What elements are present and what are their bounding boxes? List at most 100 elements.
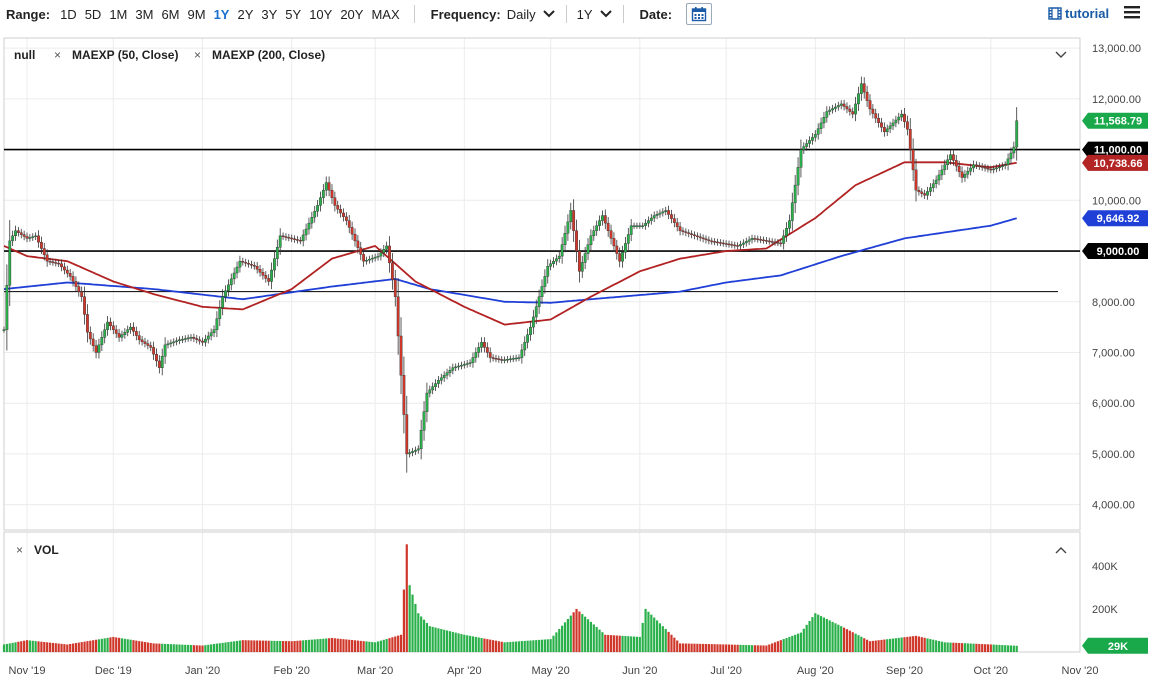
range-option-1d[interactable]: 1D xyxy=(60,6,77,22)
volume-bar xyxy=(178,644,181,652)
volume-bar xyxy=(684,643,687,652)
volume-bar xyxy=(742,644,745,652)
tutorial-link[interactable]: tutorial xyxy=(1048,6,1109,21)
volume-bar xyxy=(37,641,40,652)
candle-body xyxy=(874,113,878,119)
candle-body xyxy=(790,202,794,221)
candle-body xyxy=(411,451,414,453)
candle-body xyxy=(808,140,811,144)
candle-body xyxy=(503,359,506,361)
collapse-price-panel[interactable] xyxy=(1055,51,1067,58)
candle-body xyxy=(552,260,555,264)
time-tick-label: Dec '19 xyxy=(95,665,132,677)
candle-body xyxy=(949,154,952,160)
candle-body xyxy=(681,230,685,232)
range-option-10y[interactable]: 10Y xyxy=(309,6,333,22)
remove-vol-button[interactable]: × xyxy=(16,543,23,557)
ma50-line xyxy=(3,161,1017,326)
toolbar-divider xyxy=(622,5,624,23)
volume-bar xyxy=(207,644,210,652)
candle-body xyxy=(117,333,121,338)
candle-body xyxy=(946,159,950,166)
candle-body xyxy=(34,235,38,238)
candle-body xyxy=(557,255,561,259)
volume-bar xyxy=(877,640,880,652)
remove-ma200-button[interactable]: × xyxy=(194,48,201,62)
candle-body xyxy=(563,233,567,245)
volume-bar xyxy=(100,638,103,652)
candle-body xyxy=(146,343,150,346)
volume-bar xyxy=(253,640,256,652)
candle-body xyxy=(834,106,837,109)
volume-bar xyxy=(376,641,380,652)
candle-body xyxy=(209,332,213,337)
range-option-20y[interactable]: 20Y xyxy=(340,6,364,22)
candle-body xyxy=(270,269,273,282)
candle-body xyxy=(649,217,653,221)
range-option-5y[interactable]: 5Y xyxy=(285,6,302,22)
candle-body xyxy=(531,316,535,328)
volume-bar xyxy=(762,645,765,652)
volume-bar xyxy=(440,629,443,652)
collapse-volume-panel[interactable] xyxy=(1055,547,1067,554)
volume-bar xyxy=(851,632,854,652)
volume-bar xyxy=(333,638,336,652)
volume-bar xyxy=(601,632,604,652)
range-option-1m[interactable]: 1M xyxy=(109,6,128,22)
volume-bar xyxy=(299,640,302,652)
menu-button[interactable] xyxy=(1124,5,1140,24)
candle-body xyxy=(28,237,32,239)
range-option-6m[interactable]: 6M xyxy=(161,6,180,22)
volume-bar xyxy=(368,641,371,652)
range-option-max[interactable]: MAX xyxy=(371,6,400,22)
volume-bar xyxy=(819,616,823,652)
candle-body xyxy=(2,329,6,331)
range-option-1y[interactable]: 1Y xyxy=(213,6,230,22)
candle-body xyxy=(324,182,328,191)
volume-bar xyxy=(351,640,354,652)
candle-body xyxy=(359,247,363,255)
remove-ma50-button[interactable]: × xyxy=(54,48,61,62)
volume-bar xyxy=(34,641,37,652)
volume-bar xyxy=(43,642,46,652)
volume-bar xyxy=(140,641,144,652)
range-option-3m[interactable]: 3M xyxy=(135,6,154,22)
frequency-dropdown[interactable]: Daily xyxy=(507,7,556,22)
candle-body xyxy=(632,225,636,227)
candle-body xyxy=(655,214,659,216)
candle-body xyxy=(166,343,170,346)
range-option-9m[interactable]: 9M xyxy=(187,6,206,22)
time-axis: Nov '19 Dec '19 Jan '20 Feb '20 Mar '20 Apr '… xyxy=(9,665,1099,677)
candle-body xyxy=(580,262,584,272)
volume-bar xyxy=(491,640,495,652)
volume-bar xyxy=(330,638,334,652)
calendar-button[interactable] xyxy=(686,3,713,25)
volume-bar xyxy=(638,636,641,652)
volume-bar xyxy=(932,639,935,652)
candle-body xyxy=(629,225,633,235)
price-tick-label: 4,000.00 xyxy=(1092,500,1135,512)
volume-bar xyxy=(497,641,500,652)
volume-bar xyxy=(978,643,981,652)
candle-body xyxy=(589,235,593,245)
volume-bar xyxy=(681,643,685,652)
candle-body xyxy=(365,259,368,262)
volume-axis: 200K 400K xyxy=(1092,561,1118,616)
volume-bar xyxy=(506,642,509,652)
volume-bar xyxy=(710,644,713,652)
volume-bar xyxy=(417,613,420,652)
volume-bar xyxy=(460,634,463,652)
volume-bar xyxy=(998,644,1001,652)
candle-body xyxy=(526,334,530,343)
volume-bar xyxy=(281,641,285,652)
volume-bar xyxy=(313,639,316,652)
range-option-5d[interactable]: 5D xyxy=(84,6,102,22)
period-dropdown[interactable]: 1Y xyxy=(577,7,613,22)
range-option-2y[interactable]: 2Y xyxy=(237,6,254,22)
volume-bar xyxy=(532,640,535,652)
volume-bar xyxy=(480,638,483,652)
range-option-3y[interactable]: 3Y xyxy=(261,6,278,22)
candle-body xyxy=(836,105,840,108)
price-tick-label: 6,000.00 xyxy=(1092,398,1135,410)
volume-bar xyxy=(431,626,434,652)
